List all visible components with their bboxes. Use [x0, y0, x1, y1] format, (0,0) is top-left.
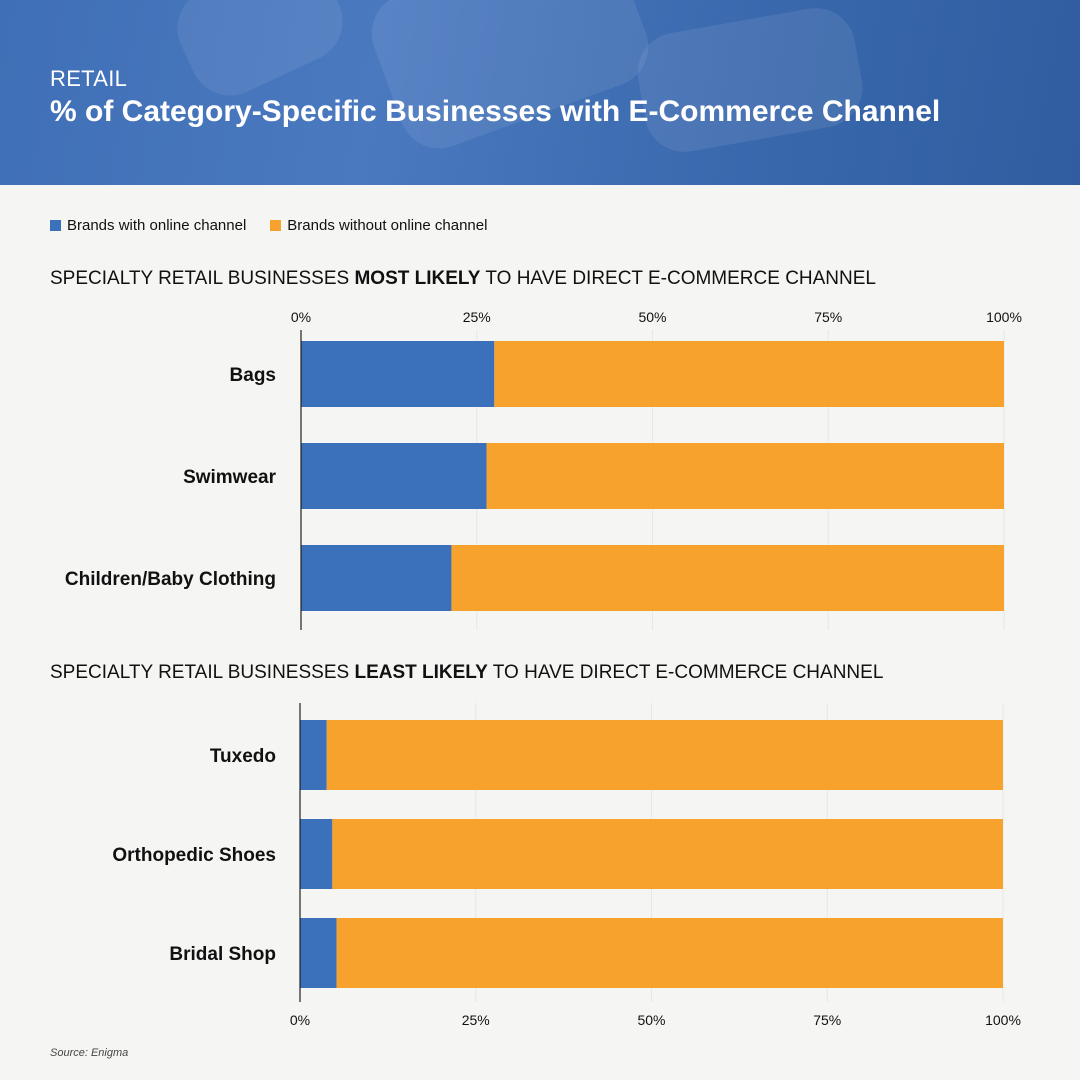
- chart-title-part: SPECIALTY RETAIL BUSINESSES: [50, 268, 355, 289]
- bar-segment-offline: [332, 819, 1003, 889]
- chart-title-part: TO HAVE DIRECT E-COMMERCE CHANNEL: [480, 268, 876, 289]
- bar-segment-offline: [494, 341, 1004, 407]
- x-tick-label: 0%: [290, 1012, 310, 1028]
- header-kicker: RETAIL: [50, 66, 128, 91]
- bar-segment-offline: [486, 443, 1004, 509]
- legend-label-online: Brands with online channel: [67, 216, 247, 234]
- legend-swatch-online: [50, 219, 61, 231]
- legend-item-online: Brands with online channel: [50, 217, 246, 234]
- chart-title-most-likely: SPECIALTY RETAIL BUSINESSES MOST LIKELY …: [50, 268, 876, 290]
- x-tick-label: 75%: [814, 309, 842, 325]
- legend-item-offline: Brands without online channel: [270, 217, 487, 234]
- category-label: Swimwear: [183, 467, 277, 488]
- bar-segment-online: [300, 918, 337, 988]
- chart-legend: Brands with online channel Brands withou…: [50, 215, 511, 235]
- chart-title-emphasis: MOST LIKELY: [354, 268, 481, 289]
- category-label: Bridal Shop: [169, 944, 276, 965]
- x-tick-label: 50%: [637, 1012, 665, 1028]
- bar-segment-offline: [451, 545, 1004, 611]
- bar-segment-online: [300, 819, 333, 889]
- bar-segment-online: [301, 545, 452, 611]
- header-banner: RETAIL % of Category-Specific Businesses…: [0, 0, 1080, 185]
- x-tick-label: 50%: [638, 309, 666, 325]
- x-tick-label: 0%: [291, 309, 311, 325]
- x-tick-label: 75%: [813, 1012, 841, 1028]
- page-title: % of Category-Specific Businesses with E…: [50, 95, 941, 128]
- category-label: Tuxedo: [210, 746, 276, 767]
- x-tick-label: 25%: [462, 1012, 490, 1028]
- category-label: Orthopedic Shoes: [112, 845, 276, 866]
- bar-segment-online: [301, 443, 487, 509]
- category-label: Bags: [230, 365, 276, 386]
- bar-segment-online: [300, 720, 327, 790]
- chart-title-least-likely: SPECIALTY RETAIL BUSINESSES LEAST LIKELY…: [50, 662, 883, 684]
- bar-segment-offline: [326, 720, 1003, 790]
- category-label: Children/Baby Clothing: [65, 569, 276, 590]
- x-tick-label: 25%: [463, 309, 491, 325]
- x-tick-label: 100%: [985, 1012, 1021, 1028]
- bar-segment-offline: [336, 918, 1003, 988]
- legend-swatch-offline: [270, 219, 282, 231]
- x-tick-label: 100%: [986, 309, 1022, 325]
- chart-title-part: TO HAVE DIRECT E-COMMERCE CHANNEL: [487, 662, 884, 683]
- chart-title-part: SPECIALTY RETAIL BUSINESSES: [50, 662, 355, 683]
- bar-segment-online: [301, 341, 495, 407]
- source-note: Source: Enigma: [50, 1047, 129, 1059]
- chart-title-emphasis: LEAST LIKELY: [354, 662, 488, 683]
- legend-label-offline: Brands without online channel: [287, 216, 488, 234]
